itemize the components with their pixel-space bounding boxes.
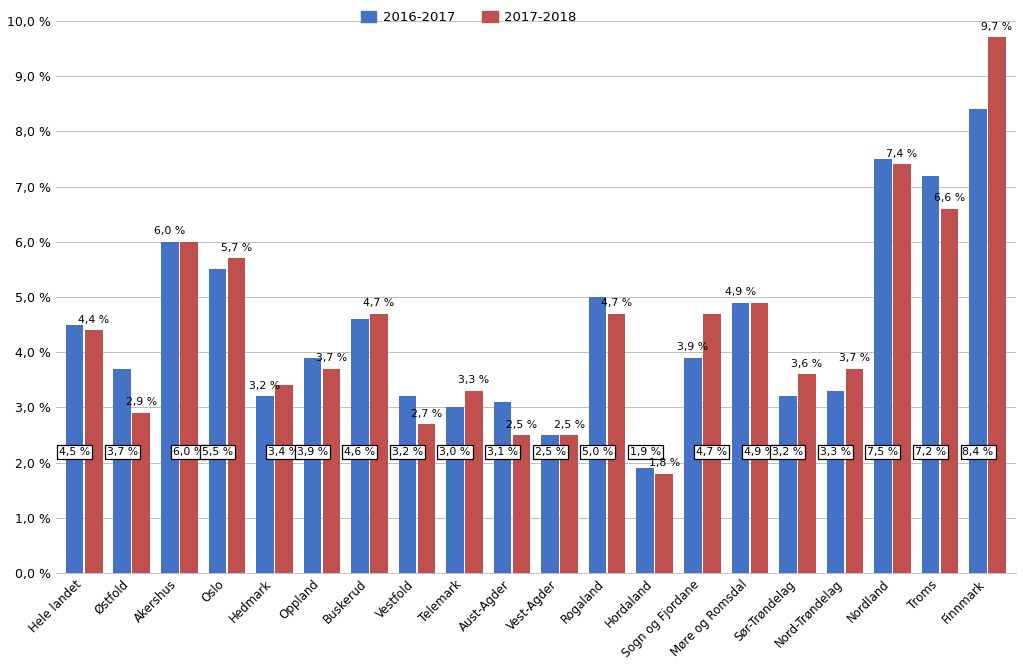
Text: 3,7 %: 3,7 % [106, 447, 138, 457]
Text: 3,9 %: 3,9 % [297, 447, 328, 457]
Text: 3,7 %: 3,7 % [839, 354, 870, 364]
Text: 6,6 %: 6,6 % [934, 193, 965, 203]
Bar [798, 374, 815, 573]
Bar [656, 474, 673, 573]
Bar [684, 358, 702, 573]
Bar [608, 313, 625, 573]
Bar [513, 435, 530, 573]
Text: 5,0 %: 5,0 % [582, 447, 614, 457]
Bar [541, 435, 559, 573]
Bar [161, 242, 179, 573]
Bar [351, 319, 368, 573]
Text: 8,4 %: 8,4 % [963, 447, 993, 457]
Text: 3,2 %: 3,2 % [772, 447, 803, 457]
Bar [731, 303, 749, 573]
Bar [494, 402, 512, 573]
Text: 4,7 %: 4,7 % [363, 298, 395, 308]
Text: 7,5 %: 7,5 % [868, 447, 898, 457]
Bar [941, 209, 959, 573]
Bar [322, 369, 341, 573]
Text: 2,7 %: 2,7 % [411, 408, 442, 418]
Bar [703, 313, 720, 573]
Legend: 2016-2017, 2017-2018: 2016-2017, 2017-2018 [355, 5, 582, 29]
Text: 7,2 %: 7,2 % [915, 447, 946, 457]
Bar [417, 424, 436, 573]
Text: 1,8 %: 1,8 % [649, 458, 680, 468]
Text: 6,0 %: 6,0 % [154, 226, 185, 236]
Text: 5,7 %: 5,7 % [221, 243, 252, 253]
Bar [85, 330, 102, 573]
Text: 3,9 %: 3,9 % [677, 342, 708, 352]
Text: 6,0 %: 6,0 % [173, 447, 205, 457]
Text: 4,7 %: 4,7 % [697, 447, 727, 457]
Bar [922, 175, 939, 573]
Text: 3,0 %: 3,0 % [440, 447, 471, 457]
Text: 3,1 %: 3,1 % [487, 447, 519, 457]
Bar [370, 313, 388, 573]
Bar [561, 435, 578, 573]
Text: 3,2 %: 3,2 % [392, 447, 424, 457]
Bar [465, 391, 483, 573]
Bar [132, 413, 150, 573]
Text: 1,9 %: 1,9 % [629, 447, 661, 457]
Text: 4,9 %: 4,9 % [724, 287, 756, 297]
Text: 9,7 %: 9,7 % [981, 22, 1013, 32]
Text: 2,5 %: 2,5 % [553, 420, 585, 430]
Bar [304, 358, 321, 573]
Text: 3,2 %: 3,2 % [250, 381, 280, 391]
Text: 2,5 %: 2,5 % [506, 420, 537, 430]
Bar [874, 159, 892, 573]
Bar [256, 396, 274, 573]
Bar [114, 369, 131, 573]
Bar [751, 303, 768, 573]
Bar [209, 269, 226, 573]
Text: 4,6 %: 4,6 % [345, 447, 375, 457]
Bar [969, 109, 987, 573]
Text: 5,5 %: 5,5 % [202, 447, 233, 457]
Bar [399, 396, 416, 573]
Text: 2,9 %: 2,9 % [126, 398, 157, 408]
Bar [827, 391, 844, 573]
Bar [275, 386, 293, 573]
Text: 2,5 %: 2,5 % [535, 447, 566, 457]
Bar [636, 468, 654, 573]
Text: 3,3 %: 3,3 % [458, 376, 490, 386]
Bar [446, 408, 463, 573]
Text: 3,4 %: 3,4 % [268, 447, 300, 457]
Bar [846, 369, 863, 573]
Bar [988, 37, 1006, 573]
Text: 4,4 %: 4,4 % [78, 315, 109, 325]
Bar [180, 242, 197, 573]
Bar [589, 297, 607, 573]
Bar [780, 396, 797, 573]
Text: 3,6 %: 3,6 % [792, 359, 822, 369]
Text: 4,9 %: 4,9 % [744, 447, 774, 457]
Text: 4,7 %: 4,7 % [602, 298, 632, 308]
Text: 4,5 %: 4,5 % [59, 447, 90, 457]
Text: 3,7 %: 3,7 % [316, 354, 347, 364]
Bar [65, 325, 84, 573]
Text: 7,4 %: 7,4 % [886, 149, 918, 159]
Bar [227, 258, 246, 573]
Text: 3,3 %: 3,3 % [819, 447, 851, 457]
Bar [893, 165, 910, 573]
